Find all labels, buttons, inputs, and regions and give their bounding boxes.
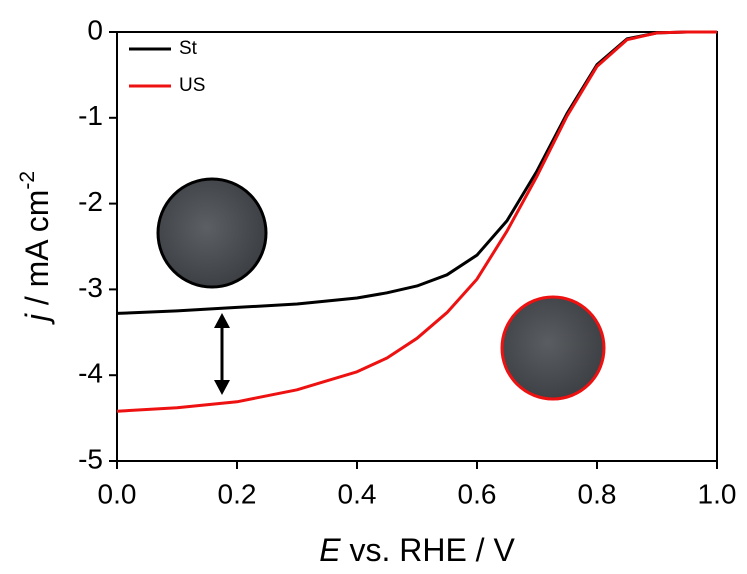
x-tick-label: 0.6 [458,478,497,509]
y-tick-label: -1 [78,100,103,131]
x-tick-label: 0.2 [218,478,257,509]
arrow-head [214,313,230,328]
sample-image-st [156,177,268,289]
y-tick-label: -4 [78,358,103,389]
x-label-symbol: E [319,532,341,568]
x-tick-label: 0.0 [98,478,137,509]
y-tick-label: -2 [78,186,103,217]
x-tick-label: 0.4 [338,478,377,509]
y-label-text: / mA cm [19,190,55,314]
x-tick-label: 0.8 [578,478,617,509]
y-tick-label: -5 [78,443,103,474]
x-axis-label: E vs. RHE / V [319,532,515,568]
x-tick-label: 1.0 [698,478,737,509]
y-tick-label: 0 [87,14,103,45]
data-line [116,30,717,413]
x-label-text: vs. RHE / V [341,532,516,568]
legend-label: US [179,75,205,96]
y-label-exponent: -2 [16,171,39,190]
legend-label: St [179,38,198,59]
sample-image-us [500,295,606,401]
y-tick-label: -3 [78,272,103,303]
arrow-head [214,380,230,395]
y-axis-label: j / mA cm-2 [16,171,56,325]
plot-frame [116,31,718,462]
difference-arrow [214,313,230,395]
